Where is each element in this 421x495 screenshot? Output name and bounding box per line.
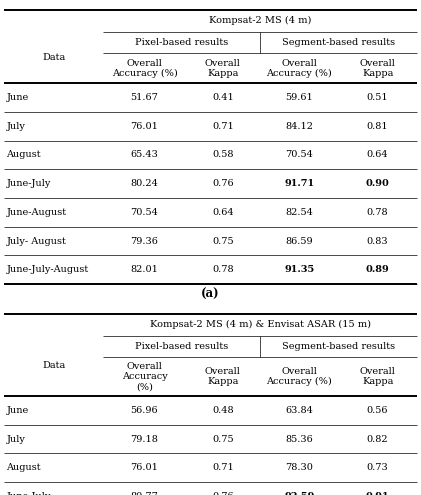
Text: Overall
Kappa: Overall Kappa bbox=[360, 58, 396, 78]
Text: 92.59: 92.59 bbox=[284, 492, 314, 495]
Text: 70.54: 70.54 bbox=[285, 150, 313, 159]
Text: 0.76: 0.76 bbox=[212, 179, 234, 188]
Text: 0.91: 0.91 bbox=[366, 492, 389, 495]
Text: 91.71: 91.71 bbox=[284, 179, 314, 188]
Text: Pixel-based results: Pixel-based results bbox=[135, 342, 228, 351]
Text: Segment-based results: Segment-based results bbox=[282, 342, 395, 351]
Text: 0.82: 0.82 bbox=[367, 435, 389, 444]
Text: Overall
Kappa: Overall Kappa bbox=[205, 367, 241, 387]
Text: 0.48: 0.48 bbox=[212, 406, 234, 415]
Text: 78.30: 78.30 bbox=[285, 463, 313, 472]
Text: 80.24: 80.24 bbox=[131, 179, 158, 188]
Text: Overall
Kappa: Overall Kappa bbox=[360, 367, 396, 387]
Text: Overall
Accuracy (%): Overall Accuracy (%) bbox=[266, 58, 332, 78]
Text: 76.01: 76.01 bbox=[131, 463, 158, 472]
Text: 0.73: 0.73 bbox=[367, 463, 389, 472]
Text: Overall
Kappa: Overall Kappa bbox=[205, 58, 241, 78]
Text: Data: Data bbox=[42, 361, 65, 370]
Text: 86.59: 86.59 bbox=[285, 237, 313, 246]
Text: Pixel-based results: Pixel-based results bbox=[135, 38, 228, 47]
Text: 0.75: 0.75 bbox=[212, 237, 234, 246]
Text: 82.01: 82.01 bbox=[131, 265, 158, 274]
Text: 84.12: 84.12 bbox=[285, 122, 313, 131]
Text: 85.36: 85.36 bbox=[285, 435, 313, 444]
Text: Overall
Accuracy (%): Overall Accuracy (%) bbox=[266, 367, 332, 387]
Text: 0.71: 0.71 bbox=[212, 122, 234, 131]
Text: June-July-August: June-July-August bbox=[6, 265, 88, 274]
Text: August: August bbox=[6, 150, 41, 159]
Text: 0.71: 0.71 bbox=[212, 463, 234, 472]
Text: Segment-based results: Segment-based results bbox=[282, 38, 395, 47]
Text: 79.18: 79.18 bbox=[131, 435, 158, 444]
Text: July- August: July- August bbox=[6, 237, 66, 246]
Text: 0.78: 0.78 bbox=[367, 208, 389, 217]
Text: 0.41: 0.41 bbox=[212, 93, 234, 102]
Text: June-July: June-July bbox=[6, 492, 51, 495]
Text: August: August bbox=[6, 463, 41, 472]
Text: 0.76: 0.76 bbox=[212, 492, 234, 495]
Text: 76.01: 76.01 bbox=[131, 122, 158, 131]
Text: 59.61: 59.61 bbox=[285, 93, 313, 102]
Text: 0.75: 0.75 bbox=[212, 435, 234, 444]
Text: Overall
Accuracy (%): Overall Accuracy (%) bbox=[112, 58, 177, 78]
Text: July: July bbox=[6, 435, 25, 444]
Text: (a): (a) bbox=[201, 288, 220, 300]
Text: 0.78: 0.78 bbox=[212, 265, 234, 274]
Text: 0.64: 0.64 bbox=[367, 150, 389, 159]
Text: Overall
Accuracy
(%): Overall Accuracy (%) bbox=[122, 362, 168, 392]
Text: 51.67: 51.67 bbox=[131, 93, 158, 102]
Text: Kompsat-2 MS (4 m): Kompsat-2 MS (4 m) bbox=[209, 16, 311, 25]
Text: Data: Data bbox=[42, 53, 65, 62]
Text: 91.35: 91.35 bbox=[284, 265, 314, 274]
Text: June: June bbox=[6, 93, 29, 102]
Text: 0.58: 0.58 bbox=[212, 150, 234, 159]
Text: 79.36: 79.36 bbox=[131, 237, 158, 246]
Text: 0.89: 0.89 bbox=[366, 265, 389, 274]
Text: June-July: June-July bbox=[6, 179, 51, 188]
Text: 0.83: 0.83 bbox=[367, 237, 389, 246]
Text: June-August: June-August bbox=[6, 208, 67, 217]
Text: 63.84: 63.84 bbox=[285, 406, 313, 415]
Text: 0.90: 0.90 bbox=[366, 179, 389, 188]
Text: July: July bbox=[6, 122, 25, 131]
Text: 80.77: 80.77 bbox=[131, 492, 158, 495]
Text: 0.64: 0.64 bbox=[212, 208, 234, 217]
Text: 65.43: 65.43 bbox=[131, 150, 158, 159]
Text: 0.51: 0.51 bbox=[367, 93, 389, 102]
Text: Kompsat-2 MS (4 m) & Envisat ASAR (15 m): Kompsat-2 MS (4 m) & Envisat ASAR (15 m) bbox=[149, 320, 370, 329]
Text: 82.54: 82.54 bbox=[285, 208, 313, 217]
Text: 70.54: 70.54 bbox=[131, 208, 158, 217]
Text: 0.56: 0.56 bbox=[367, 406, 388, 415]
Text: 0.81: 0.81 bbox=[367, 122, 389, 131]
Text: 56.96: 56.96 bbox=[131, 406, 158, 415]
Text: June: June bbox=[6, 406, 29, 415]
